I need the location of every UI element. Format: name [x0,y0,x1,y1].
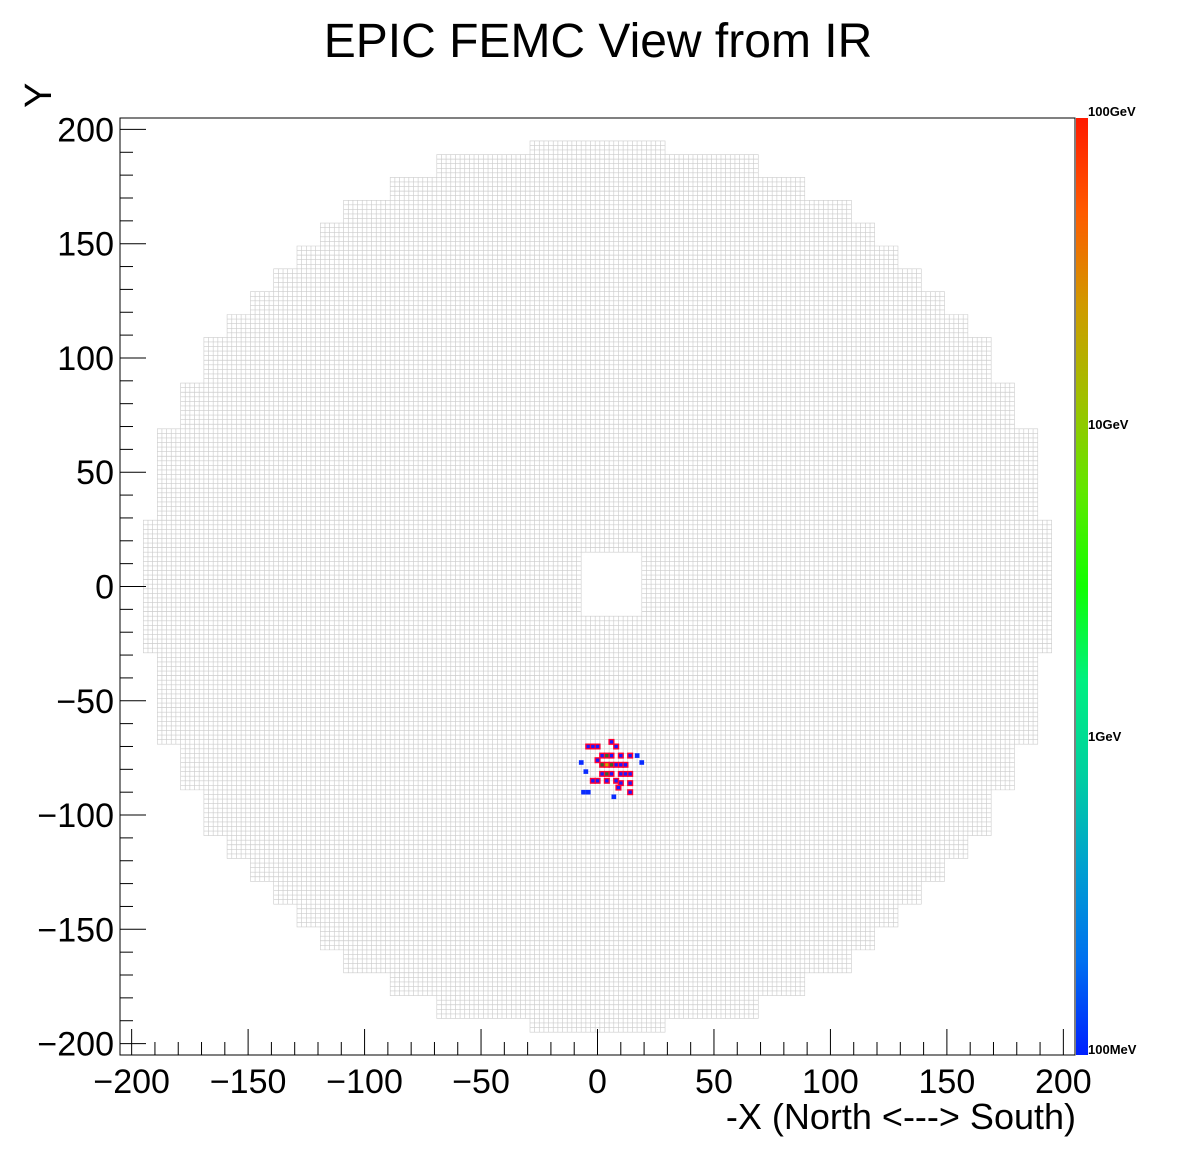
hit-cell [627,752,634,759]
y-tick-label: 50 [76,454,114,492]
x-tick-label: −100 [326,1063,403,1101]
hit-cell [613,777,620,784]
x-tick-label: 50 [695,1063,733,1101]
x-tick-label: −200 [93,1063,170,1101]
hit-cell [622,761,629,768]
colorbar-label-1gev: 1GeV [1088,729,1122,744]
chart-title: EPIC FEMC View from IR [323,15,873,68]
y-tick-label: 100 [57,340,114,378]
hit-cell [581,789,586,795]
hit-cell [585,789,591,795]
hit-cell [608,761,615,768]
x-tick-label: 200 [1035,1063,1092,1101]
hit-cell [627,789,634,796]
hit-cell [615,784,622,791]
y-tick-label: −100 [37,797,114,835]
y-tick-label: 200 [57,111,114,149]
hit-cell [608,770,615,777]
hit-cell [599,761,606,768]
hit-cell [589,743,596,750]
hit-cell [589,777,596,784]
detector-towers [143,140,1052,1033]
x-tick-label: −50 [452,1063,510,1101]
hit-cell [594,757,601,764]
hit-cell [634,753,640,758]
colorbar-label-100gev: 100GeV [1088,104,1136,119]
colorbar [1076,118,1088,1055]
y-tick-label: −150 [37,911,114,949]
y-tick-label: 150 [57,226,114,264]
x-tick-label: 0 [588,1063,607,1101]
x-tick-label: −150 [210,1063,287,1101]
hit-cell [622,770,629,777]
hit-cell [613,761,620,768]
colorbar-label-100mev: 100MeV [1088,1042,1137,1057]
x-tick-label: 150 [919,1063,976,1101]
y-tick-label: −50 [56,683,114,721]
axes: −200 −150 −100 −50 0 50 100 150 200 200 150 100 50 0 −… [37,111,1091,1101]
hit-cell [613,743,620,750]
hit-cell [627,780,634,787]
hit-cell [594,743,601,750]
colorbar-label-10gev: 10GeV [1088,417,1129,432]
hit-cell [583,769,589,774]
hit-cell [594,777,601,784]
y-tick-label: −200 [37,1026,114,1064]
x-axis-label: -X (North <---> South) [725,1096,1076,1137]
hit-cell [617,752,624,759]
hit-cell [611,794,617,800]
hit-cell [599,770,606,777]
hit-cell [608,752,615,759]
hit-cell [608,738,615,745]
hit-cell [627,770,634,777]
energy-hits [578,738,645,800]
x-tick-label: 100 [802,1063,859,1101]
y-tick-label: 0 [95,569,114,607]
y-axis-label: Y [18,82,60,108]
hit-cell [603,777,610,784]
detector-tower-grid [143,140,1052,1033]
hit-cell [639,760,645,765]
hit-cell [578,760,584,765]
